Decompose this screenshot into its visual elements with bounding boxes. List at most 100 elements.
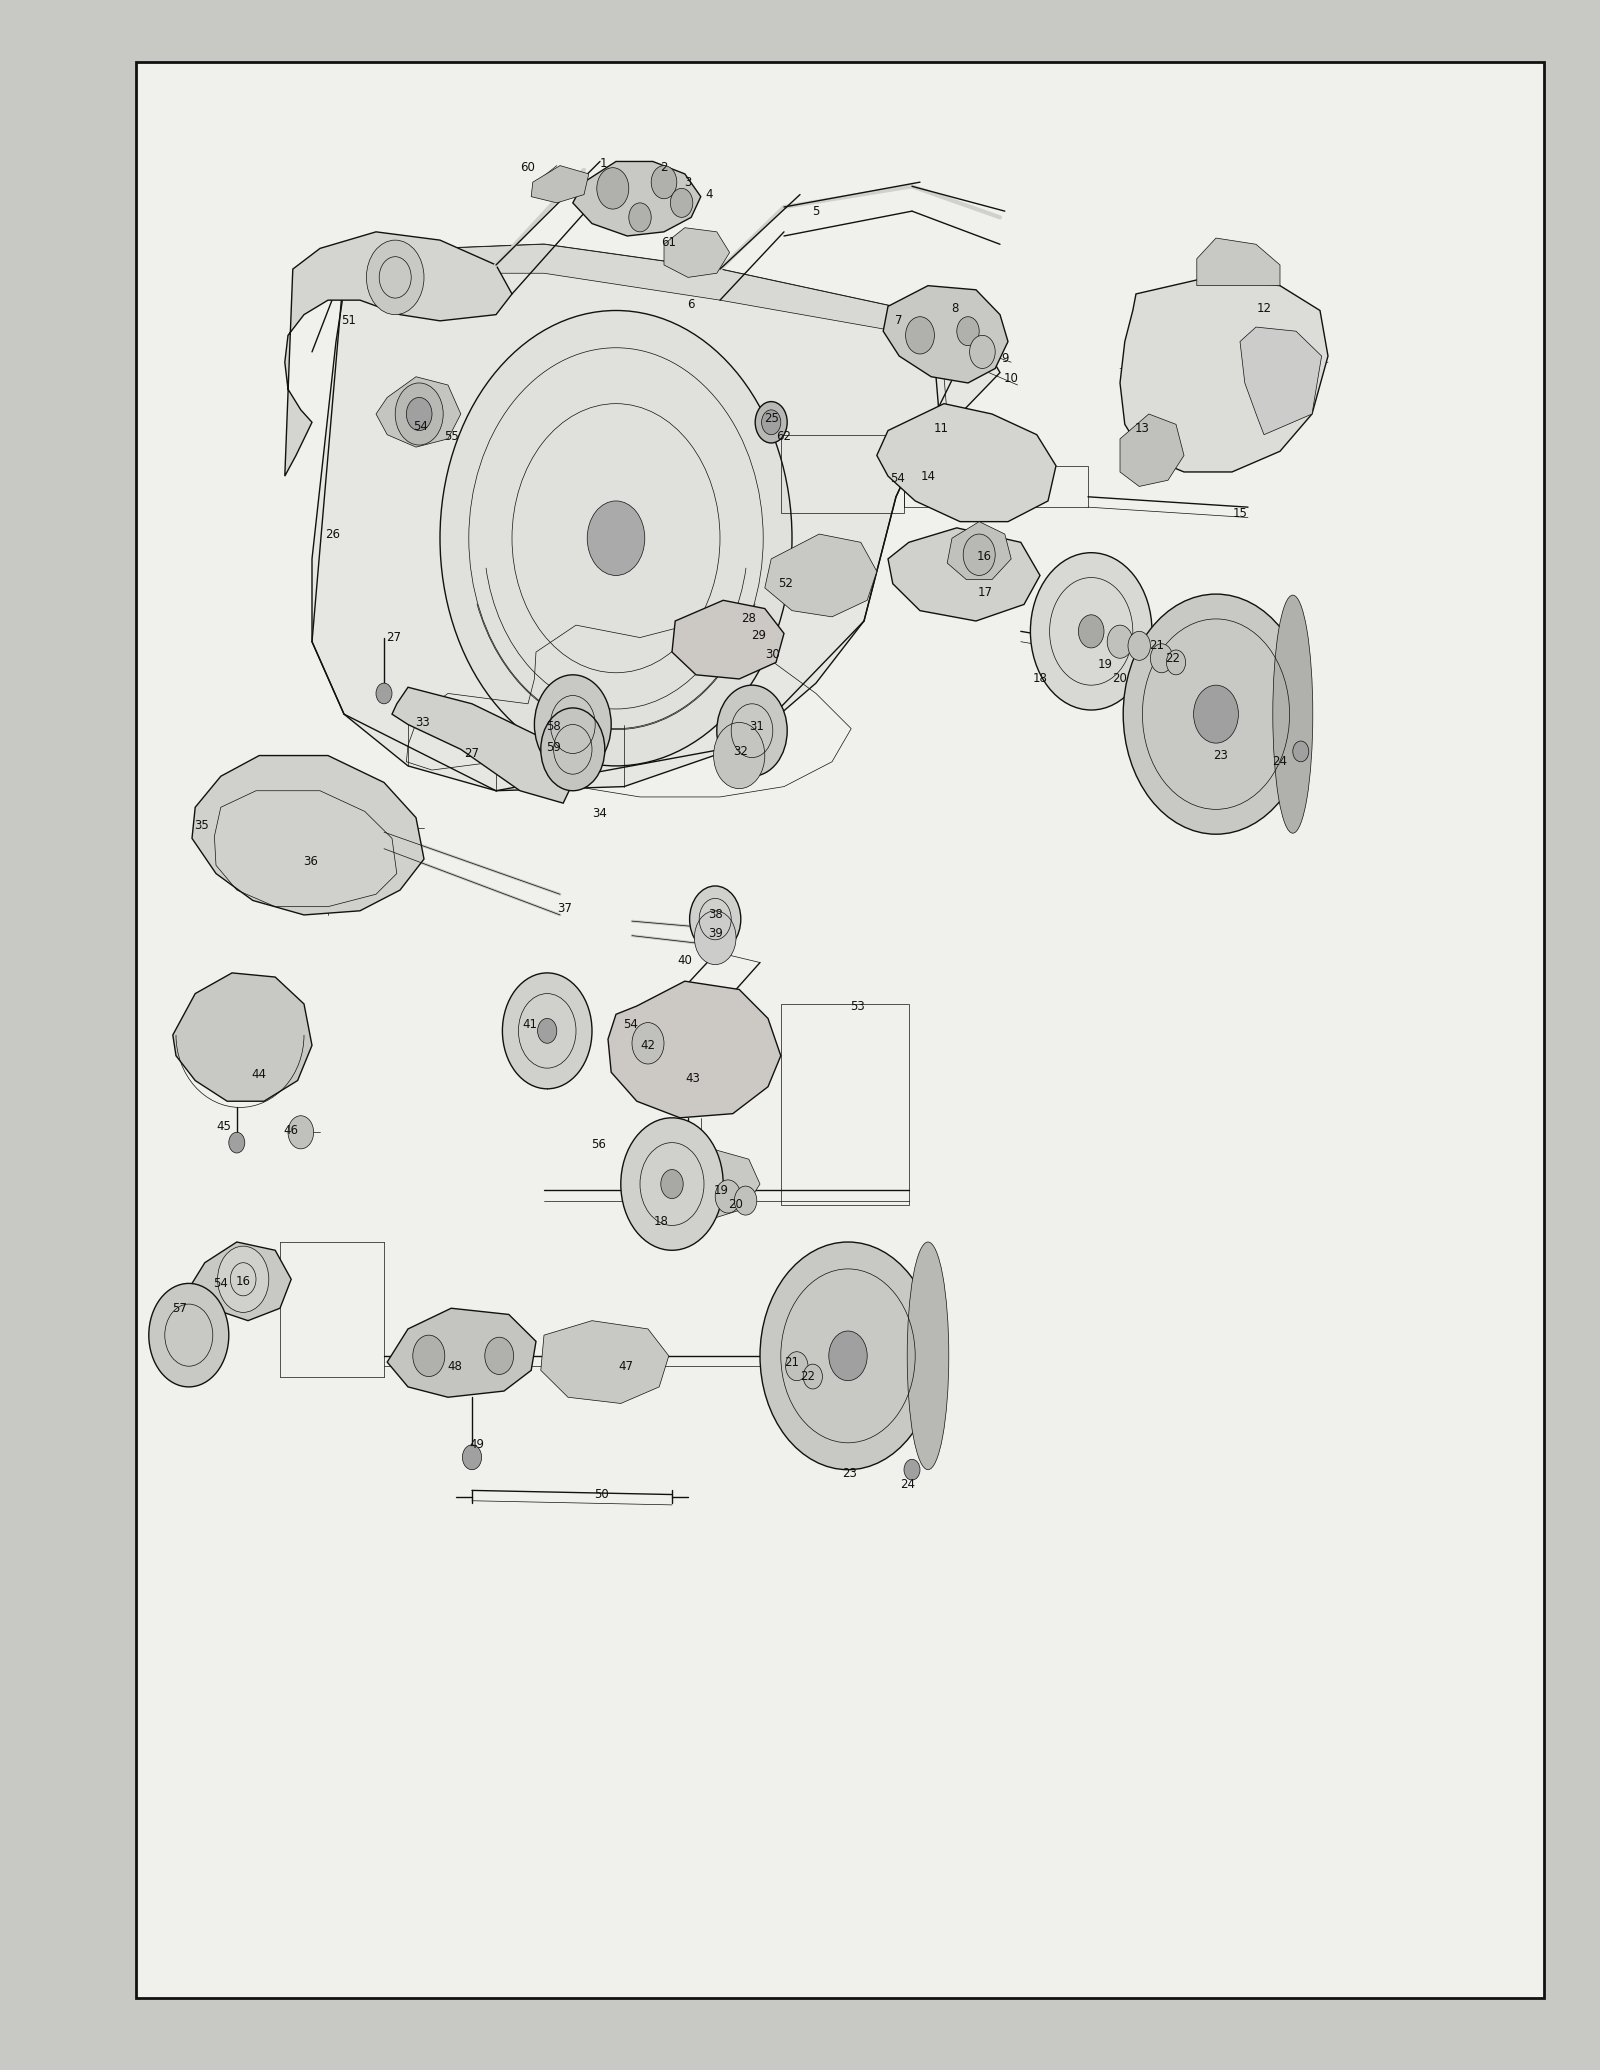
Polygon shape [573,161,701,236]
Circle shape [149,1283,229,1387]
Text: 21: 21 [784,1356,800,1368]
Text: 62: 62 [776,431,792,443]
Text: 36: 36 [302,855,318,867]
Circle shape [376,683,392,704]
Circle shape [661,1170,683,1199]
Polygon shape [765,534,877,617]
Text: 18: 18 [1032,673,1048,685]
Circle shape [632,1023,664,1064]
Circle shape [462,1445,482,1470]
Text: 58: 58 [546,720,562,733]
Circle shape [906,317,934,354]
Circle shape [963,534,995,575]
Circle shape [1128,631,1150,660]
Circle shape [803,1364,822,1389]
Text: 39: 39 [707,927,723,940]
Circle shape [760,1242,936,1470]
Circle shape [395,383,443,445]
Text: 41: 41 [522,1018,538,1031]
Polygon shape [541,1321,669,1403]
Circle shape [762,410,781,435]
Text: 6: 6 [688,298,694,310]
Text: 47: 47 [618,1360,634,1372]
Circle shape [366,240,424,315]
Text: 18: 18 [653,1215,669,1228]
Polygon shape [648,1149,760,1221]
Text: 59: 59 [546,741,562,753]
Circle shape [288,1116,314,1149]
Polygon shape [285,232,512,476]
Text: 25: 25 [763,412,779,424]
Text: 51: 51 [341,315,357,327]
Circle shape [1150,644,1173,673]
Circle shape [734,1186,757,1215]
Circle shape [651,166,677,199]
Text: 44: 44 [251,1068,267,1081]
Polygon shape [192,756,424,915]
Text: 60: 60 [520,161,536,174]
Text: 19: 19 [1098,658,1114,671]
Circle shape [485,1337,514,1374]
Text: 43: 43 [685,1072,701,1085]
Text: 22: 22 [800,1370,816,1383]
Polygon shape [344,244,976,352]
Circle shape [406,397,432,431]
Text: 13: 13 [1134,422,1150,435]
Circle shape [755,402,787,443]
Text: 28: 28 [741,613,757,625]
Circle shape [629,203,651,232]
Polygon shape [672,600,784,679]
Circle shape [597,168,629,209]
Text: 57: 57 [171,1302,187,1314]
Text: 31: 31 [749,720,765,733]
Text: 23: 23 [1213,749,1229,762]
Text: 56: 56 [590,1138,606,1151]
Circle shape [541,708,605,791]
Polygon shape [531,166,589,203]
Circle shape [1166,650,1186,675]
Text: 54: 54 [890,472,906,484]
Text: 24: 24 [1272,756,1288,768]
Circle shape [413,1335,445,1377]
Text: 37: 37 [557,903,573,915]
Circle shape [904,1459,920,1480]
Text: 9: 9 [1002,352,1008,364]
Text: 24: 24 [899,1478,915,1490]
Bar [136,62,1544,1998]
Text: 21: 21 [1149,640,1165,652]
Text: 3: 3 [685,176,691,188]
Circle shape [1123,594,1309,834]
Polygon shape [883,286,1008,383]
Text: 40: 40 [677,954,693,967]
Text: 17: 17 [978,586,994,598]
Circle shape [970,335,995,368]
Text: 54: 54 [413,420,429,433]
Circle shape [714,722,765,789]
Text: 12: 12 [1256,302,1272,315]
Circle shape [1194,685,1238,743]
Text: 27: 27 [386,631,402,644]
Circle shape [690,886,741,952]
Text: 52: 52 [778,578,794,590]
Text: 53: 53 [850,1000,866,1012]
Circle shape [538,1018,557,1043]
Text: 42: 42 [640,1039,656,1052]
Text: 50: 50 [594,1488,610,1501]
Circle shape [534,675,611,774]
Text: 11: 11 [933,422,949,435]
Circle shape [440,310,792,766]
Polygon shape [947,522,1011,580]
Text: 4: 4 [706,188,712,201]
Polygon shape [392,687,576,803]
Text: 49: 49 [469,1439,485,1451]
Circle shape [218,1246,269,1312]
Circle shape [1293,741,1309,762]
Text: 14: 14 [920,470,936,482]
Circle shape [670,188,693,217]
Circle shape [229,1132,245,1153]
Polygon shape [387,1308,536,1397]
Text: 30: 30 [765,648,781,660]
Polygon shape [1197,238,1280,286]
Text: 7: 7 [896,315,902,327]
Text: 54: 54 [622,1018,638,1031]
